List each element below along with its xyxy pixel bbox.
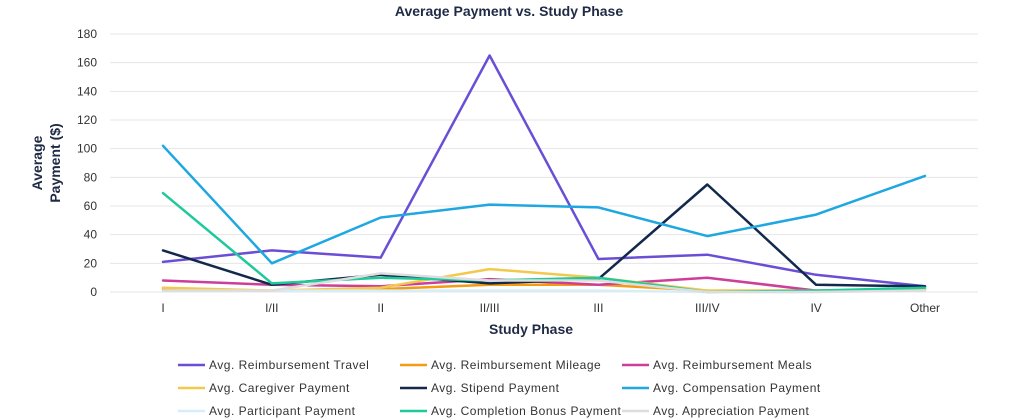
legend: Avg. Reimbursement Travel Avg. Reimbursem… [178,358,821,418]
x-tick-label: Other [910,301,940,315]
y-axis-label-line-2: Payment ($) [47,123,63,202]
x-tick-label: I [161,301,164,315]
legend-label: Avg. Compensation Payment [653,381,821,395]
legend-label: Avg. Appreciation Payment [653,404,810,418]
x-tick-label: II/III [480,301,500,315]
y-tick-label: 20 [84,256,98,270]
legend-label: Avg. Caregiver Payment [209,381,350,395]
legend-label: Avg. Completion Bonus Payment [431,404,622,418]
legend-label: Avg. Reimbursement Travel [209,358,369,372]
y-tick-label: 160 [77,56,97,70]
series-line-avg-appreciation-payment [161,272,927,294]
y-tick-label: 60 [84,199,98,213]
y-tick-label: 140 [77,84,97,98]
y-tick-label: 0 [90,285,97,299]
x-tick-label: III/IV [695,301,720,315]
y-tick-label: 120 [77,113,97,127]
legend-item: Avg. Participant Payment [178,404,356,418]
legend-item: Avg. Reimbursement Meals [622,358,812,372]
legend-label: Avg. Participant Payment [209,404,356,418]
y-tick-label: 40 [84,228,98,242]
y-tick-label: 180 [77,27,97,41]
y-tick-label: 100 [77,142,97,156]
legend-item: Avg. Appreciation Payment [622,404,810,418]
x-axis-label: Study Phase [489,321,573,337]
legend-item: Avg. Reimbursement Mileage [400,358,601,372]
legend-item: Avg. Completion Bonus Payment [400,404,622,418]
y-tick-label: 80 [84,170,98,184]
chart-title: Average Payment vs. Study Phase [395,3,623,19]
series-line-avg-stipend-payment [161,183,927,288]
x-tick-label: II [377,301,384,315]
legend-label: Avg. Reimbursement Meals [653,358,812,372]
gridlines [110,33,978,293]
y-axis-ticks: 0 20 40 60 80 100 120 140 160 180 [77,27,97,299]
legend-label: Avg. Reimbursement Mileage [431,358,601,372]
x-axis-ticks: I I/II II II/III III III/IV IV Other [161,301,940,315]
series-lines [161,54,927,294]
x-tick-label: III [593,301,603,315]
legend-item: Avg. Stipend Payment [400,381,560,395]
legend-item: Avg. Caregiver Payment [178,381,350,395]
x-tick-label: IV [810,301,821,315]
legend-label: Avg. Stipend Payment [431,381,560,395]
y-axis-label-line-1: Average [29,135,45,190]
legend-item: Avg. Compensation Payment [622,381,821,395]
x-tick-label: I/II [265,301,278,315]
legend-item: Avg. Reimbursement Travel [178,358,369,372]
series-line-avg-reimbursement-travel [161,54,927,288]
series-line-avg-compensation-payment [161,144,927,265]
series-line-avg-completion-bonus-payment [161,191,927,294]
